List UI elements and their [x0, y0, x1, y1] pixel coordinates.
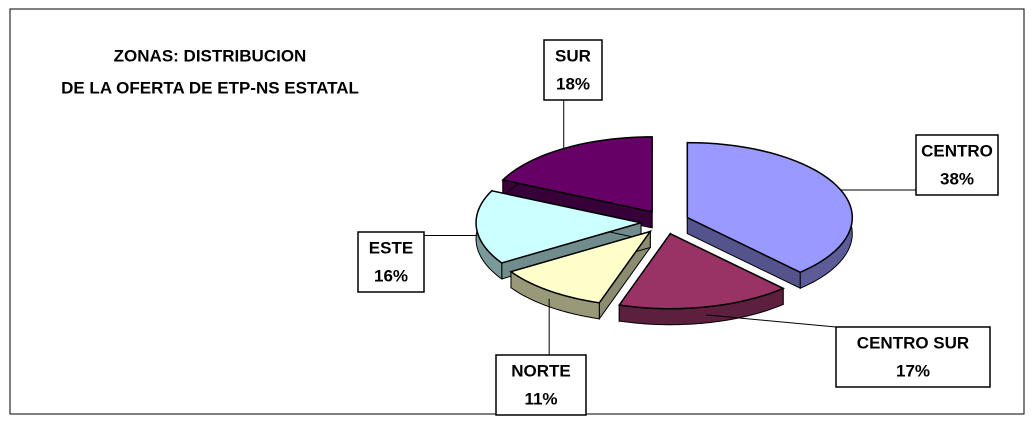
- slice-value-label: 16%: [374, 266, 408, 285]
- pie-slice: [617, 232, 786, 310]
- chart-title: DE LA OFERTA DE ETP-NS ESTATAL: [61, 78, 359, 97]
- slice-label: NORTE: [511, 361, 571, 380]
- slice-label: CENTRO SUR: [857, 333, 969, 352]
- pie-tops: [475, 136, 854, 310]
- label-box: [915, 134, 999, 196]
- slice-value-label: 11%: [524, 389, 557, 408]
- label-box: [357, 231, 425, 293]
- leader-line: [706, 314, 837, 328]
- label-box: [495, 354, 587, 416]
- pie-slice: [475, 190, 642, 264]
- slice-label: SUR: [555, 46, 591, 65]
- slice-label: CENTRO: [921, 141, 993, 160]
- slice-value-label: 17%: [896, 361, 930, 380]
- slice-label: ESTE: [369, 238, 413, 257]
- pie-slice: [509, 230, 653, 304]
- slice-value-label: 18%: [556, 74, 590, 93]
- pie: [475, 136, 854, 326]
- label-box: [543, 39, 603, 101]
- chart-title: ZONAS: DISTRIBUCION: [114, 46, 307, 65]
- label-box: [835, 326, 991, 388]
- slice-value-label: 38%: [940, 169, 974, 188]
